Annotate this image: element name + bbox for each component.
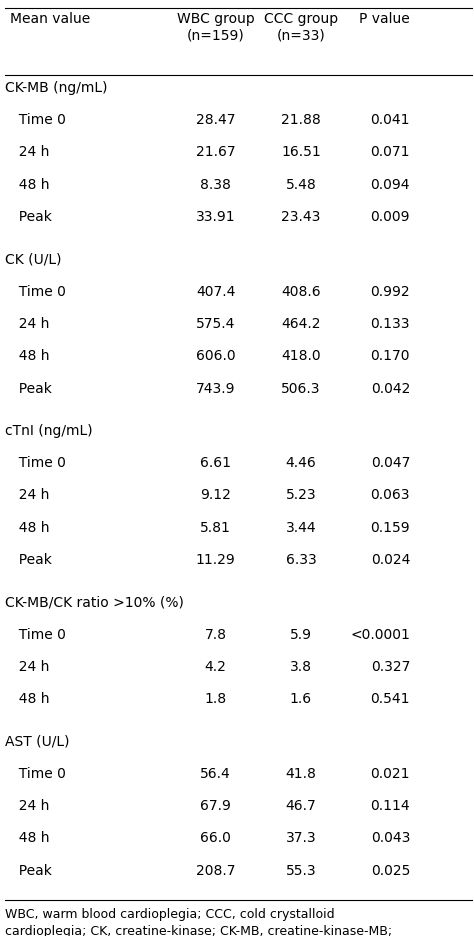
Text: 56.4: 56.4 xyxy=(201,767,231,781)
Text: 3.44: 3.44 xyxy=(286,520,316,534)
Text: 21.88: 21.88 xyxy=(281,113,321,127)
Text: 5.9: 5.9 xyxy=(290,628,312,642)
Text: 0.094: 0.094 xyxy=(371,178,410,192)
Text: 0.063: 0.063 xyxy=(371,489,410,503)
Text: 48 h: 48 h xyxy=(10,349,50,363)
Text: CK-MB (ng/mL): CK-MB (ng/mL) xyxy=(5,80,107,95)
Text: WBC group
(n=159): WBC group (n=159) xyxy=(177,12,255,43)
Text: 48 h: 48 h xyxy=(10,178,50,192)
Text: cTnI (ng/mL): cTnI (ng/mL) xyxy=(5,424,92,438)
Text: 0.009: 0.009 xyxy=(371,210,410,224)
Text: 28.47: 28.47 xyxy=(196,113,236,127)
Text: 0.133: 0.133 xyxy=(371,317,410,331)
Text: 48 h: 48 h xyxy=(10,831,50,845)
Text: 24 h: 24 h xyxy=(10,799,50,813)
Text: Time 0: Time 0 xyxy=(10,628,66,642)
Text: 9.12: 9.12 xyxy=(200,489,231,503)
Text: 24 h: 24 h xyxy=(10,489,50,503)
Text: 37.3: 37.3 xyxy=(286,831,316,845)
Text: 408.6: 408.6 xyxy=(281,285,321,299)
Text: 6.33: 6.33 xyxy=(286,553,316,567)
Text: 0.992: 0.992 xyxy=(370,285,410,299)
Text: Time 0: Time 0 xyxy=(10,285,66,299)
Text: 5.48: 5.48 xyxy=(286,178,316,192)
Text: WBC, warm blood cardioplegia; CCC, cold crystalloid
cardioplegia; CK, creatine-k: WBC, warm blood cardioplegia; CCC, cold … xyxy=(5,908,392,936)
Text: 21.67: 21.67 xyxy=(196,145,236,159)
Text: 0.170: 0.170 xyxy=(371,349,410,363)
Text: CCC group
(n=33): CCC group (n=33) xyxy=(264,12,338,43)
Text: 0.025: 0.025 xyxy=(371,864,410,878)
Text: 743.9: 743.9 xyxy=(196,382,236,396)
Text: 4.46: 4.46 xyxy=(286,456,316,470)
Text: 0.024: 0.024 xyxy=(371,553,410,567)
Text: 11.29: 11.29 xyxy=(196,553,236,567)
Text: 0.042: 0.042 xyxy=(371,382,410,396)
Text: 418.0: 418.0 xyxy=(281,349,321,363)
Text: Time 0: Time 0 xyxy=(10,767,66,781)
Text: 41.8: 41.8 xyxy=(285,767,317,781)
Text: 66.0: 66.0 xyxy=(200,831,231,845)
Text: 0.071: 0.071 xyxy=(371,145,410,159)
Text: Peak: Peak xyxy=(10,864,52,878)
Text: 23.43: 23.43 xyxy=(281,210,321,224)
Text: Peak: Peak xyxy=(10,210,52,224)
Text: Time 0: Time 0 xyxy=(10,456,66,470)
Text: 208.7: 208.7 xyxy=(196,864,236,878)
Text: 7.8: 7.8 xyxy=(205,628,227,642)
Text: AST (U/L): AST (U/L) xyxy=(5,735,69,749)
Text: 4.2: 4.2 xyxy=(205,660,227,674)
Text: 0.021: 0.021 xyxy=(371,767,410,781)
Text: <0.0001: <0.0001 xyxy=(350,628,410,642)
Text: 6.61: 6.61 xyxy=(200,456,231,470)
Text: 48 h: 48 h xyxy=(10,693,50,707)
Text: 0.047: 0.047 xyxy=(371,456,410,470)
Text: 0.114: 0.114 xyxy=(370,799,410,813)
Text: 24 h: 24 h xyxy=(10,145,50,159)
Text: 0.043: 0.043 xyxy=(371,831,410,845)
Text: P value: P value xyxy=(359,12,410,26)
Text: 67.9: 67.9 xyxy=(200,799,231,813)
Text: 16.51: 16.51 xyxy=(281,145,321,159)
Text: 0.159: 0.159 xyxy=(370,520,410,534)
Text: Time 0: Time 0 xyxy=(10,113,66,127)
Text: Mean value: Mean value xyxy=(10,12,91,26)
Text: 24 h: 24 h xyxy=(10,317,50,331)
Text: 24 h: 24 h xyxy=(10,660,50,674)
Text: 1.8: 1.8 xyxy=(205,693,227,707)
Text: 0.541: 0.541 xyxy=(371,693,410,707)
Text: 0.327: 0.327 xyxy=(371,660,410,674)
Text: 55.3: 55.3 xyxy=(286,864,316,878)
Text: 0.041: 0.041 xyxy=(371,113,410,127)
Text: CK (U/L): CK (U/L) xyxy=(5,253,61,267)
Text: 407.4: 407.4 xyxy=(196,285,236,299)
Text: 575.4: 575.4 xyxy=(196,317,236,331)
Text: 606.0: 606.0 xyxy=(196,349,236,363)
Text: 464.2: 464.2 xyxy=(281,317,321,331)
Text: 5.23: 5.23 xyxy=(286,489,316,503)
Text: Peak: Peak xyxy=(10,553,52,567)
Text: 506.3: 506.3 xyxy=(281,382,321,396)
Text: 48 h: 48 h xyxy=(10,520,50,534)
Text: 33.91: 33.91 xyxy=(196,210,236,224)
Text: 5.81: 5.81 xyxy=(200,520,231,534)
Text: 46.7: 46.7 xyxy=(286,799,316,813)
Text: 8.38: 8.38 xyxy=(200,178,231,192)
Text: 3.8: 3.8 xyxy=(290,660,312,674)
Text: Peak: Peak xyxy=(10,382,52,396)
Text: 1.6: 1.6 xyxy=(290,693,312,707)
Text: CK-MB/CK ratio >10% (%): CK-MB/CK ratio >10% (%) xyxy=(5,595,183,609)
